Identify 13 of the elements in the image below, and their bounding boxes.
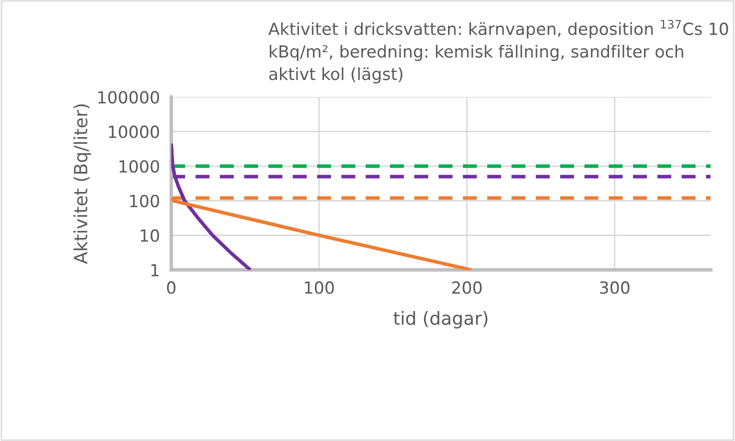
x-tick-label: 0 [167, 281, 176, 294]
y-tick-label: 100 [130, 194, 160, 208]
y-tick-label: 10000 [108, 126, 160, 138]
y-tick-label: 1000 [120, 160, 160, 173]
y-tick-label: 100000 [98, 90, 160, 104]
chart-title: Aktivitet i dricksvatten: kärnvapen, deposition $^{137}$Cs 10 kBq/m², beredning: kemisk fällning, sandfilter och aktivt kol (lägst) [268, 20, 728, 84]
y-axis-title: Aktivitet (Bq/liter) [73, 104, 91, 264]
x-tick-label: 300 [600, 281, 630, 294]
y-tick-label: 10 [140, 229, 160, 242]
x-tick-label: 100 [304, 281, 334, 294]
x-tick-label: 200 [452, 281, 482, 294]
x-axis-title: tid (dagar) [394, 311, 488, 328]
y-tick-label: 1 [151, 264, 159, 276]
